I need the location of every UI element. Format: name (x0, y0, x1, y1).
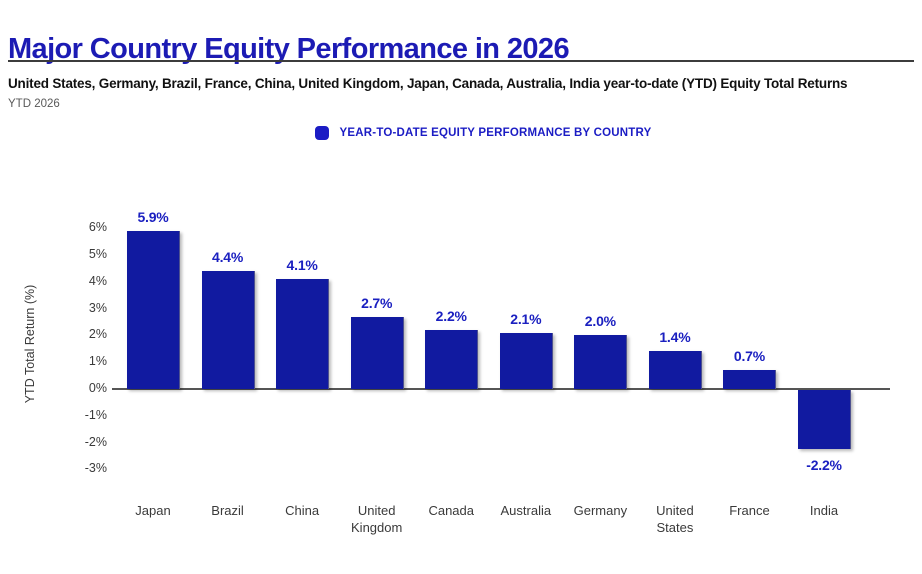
y-tick-label: -3% (84, 461, 107, 476)
period-label: YTD 2026 (8, 98, 60, 110)
y-tick-label: 2% (88, 327, 107, 342)
bar-united-states (648, 351, 702, 389)
bar-value-label-france: 0.7% (733, 348, 766, 365)
x-tick-label-australia: Australia (500, 503, 552, 518)
bar-value-label-australia: 2.1% (510, 310, 542, 327)
x-tick-label-japan: Japan (135, 503, 171, 518)
bar-value-label-brazil: 4.4% (211, 249, 244, 266)
chart-subtitle: United States, Germany, Brazil, France, … (8, 76, 848, 91)
bar-india (798, 390, 852, 449)
bar-value-label-germany: 2.0% (584, 313, 616, 330)
y-tick-label: 3% (88, 300, 107, 315)
y-tick-label: -1% (84, 407, 107, 422)
x-axis-line (112, 388, 890, 390)
bar-canada (425, 330, 479, 389)
bar-value-label-india: -2.2% (806, 456, 842, 473)
title-divider (8, 60, 914, 62)
bar-france (723, 370, 777, 389)
bar-china (276, 279, 330, 389)
bar-value-label-united-states: 1.4% (659, 329, 691, 346)
x-tick-label-canada: Canada (428, 503, 474, 518)
x-tick-label-china: China (285, 503, 320, 518)
bar-brazil (201, 271, 255, 389)
y-tick-label: 4% (88, 273, 107, 288)
legend: YEAR-TO-DATE EQUITY PERFORMANCE BY COUNT… (0, 126, 922, 140)
legend-label: YEAR-TO-DATE EQUITY PERFORMANCE BY COUNT… (339, 127, 652, 139)
bar-germany (574, 335, 628, 389)
bar-united-kingdom (350, 316, 404, 389)
bar-value-label-canada: 2.2% (435, 308, 467, 325)
y-tick-label: 0% (88, 381, 107, 395)
x-tick-label-united-states: United States (656, 503, 694, 535)
x-tick-label-united-kingdom: United Kingdom (351, 503, 403, 535)
y-tick-label: -2% (84, 434, 107, 449)
x-tick-label-india: India (809, 503, 839, 518)
x-tick-label-france: France (729, 503, 770, 518)
bar-australia (499, 332, 553, 389)
bar-value-label-japan: 5.9% (137, 208, 169, 225)
bar-value-label-united-kingdom: 2.7% (361, 294, 393, 311)
legend-square-marker-icon (314, 126, 329, 140)
bar-japan (127, 230, 180, 389)
y-tick-label: 5% (88, 247, 107, 261)
bar-value-label-china: 4.1% (286, 257, 318, 274)
y-tick-label: 6% (88, 220, 107, 235)
y-axis-title: YTD Total Return (%) (23, 284, 37, 404)
x-tick-label-brazil: Brazil (211, 503, 244, 518)
x-tick-label-germany: Germany (573, 503, 628, 518)
y-tick-label: 1% (88, 354, 107, 369)
